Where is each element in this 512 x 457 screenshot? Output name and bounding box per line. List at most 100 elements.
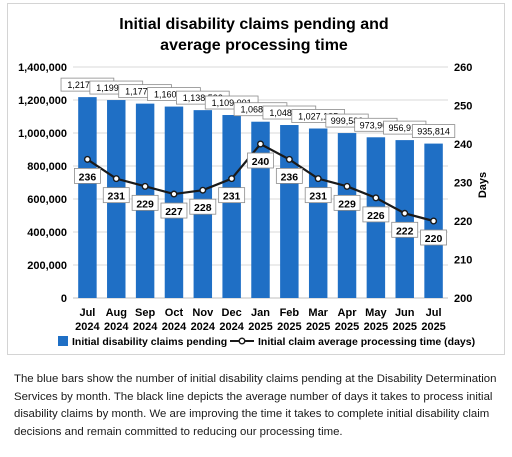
x-tick-label-year: 2025 <box>392 321 416 333</box>
x-tick-label-month: May <box>365 307 387 319</box>
x-tick-label-month: Jul <box>426 307 442 319</box>
line-data-label: 236 <box>79 171 97 183</box>
line-point <box>430 217 438 225</box>
bar <box>308 128 328 298</box>
bar-data-label: 1,027,185 <box>298 112 338 122</box>
bar-data-label: 1,177,974 <box>125 87 165 97</box>
line-data-label: 220 <box>425 233 443 245</box>
x-tick-label-month: Nov <box>192 307 214 319</box>
line-data-label-box <box>74 167 101 184</box>
bar-data-label-box <box>411 124 456 138</box>
bar <box>222 115 241 298</box>
x-tick-label-month: Mar <box>308 307 328 319</box>
line-point <box>285 155 293 163</box>
y-left-tick-label: 800,000 <box>27 161 67 173</box>
line-data-label-box <box>420 229 447 246</box>
x-tick-label-month: Jun <box>395 307 415 319</box>
y-right-tick-label: 220 <box>454 216 472 228</box>
y-right-tick-label: 240 <box>454 139 472 151</box>
line-data-label: 222 <box>396 225 414 237</box>
x-tick-label-month: Oct <box>165 307 184 319</box>
line-data-label-box <box>189 198 217 215</box>
chart-title-line: average processing time <box>160 37 348 54</box>
line-data-label-box <box>275 167 303 184</box>
legend-bar-label: Initial disability claims pending <box>72 336 227 348</box>
x-tick-label-year: 2024 <box>191 321 216 333</box>
bar-data-label: 1,217,444 <box>67 80 107 90</box>
y-left-tick-label: 200,000 <box>27 260 67 272</box>
x-tick-label-year: 2024 <box>219 321 244 333</box>
y-left-tick-label: 1,200,000 <box>18 95 67 107</box>
y-right-tick-label: 210 <box>454 255 472 267</box>
bar-data-label: 1,048,379 <box>269 108 309 118</box>
bar <box>78 97 97 299</box>
line-point <box>170 190 178 198</box>
line-point <box>401 209 409 217</box>
chart: Initial disability claims pending and ave… <box>18 16 489 348</box>
line-data-label: 229 <box>136 198 154 210</box>
x-tick-label-month: Sep <box>135 307 155 319</box>
x-tick-label-year: 2024 <box>75 321 100 333</box>
bar <box>280 125 299 299</box>
x-tick-label-month: Aug <box>106 307 127 319</box>
x-tick-label-month: Feb <box>280 307 300 319</box>
y-left-tick-label: 1,000,000 <box>18 128 67 140</box>
x-tick-label-year: 2025 <box>364 321 388 333</box>
line-point <box>228 175 236 183</box>
bar <box>164 106 184 298</box>
bar-data-label: 935,814 <box>417 127 450 137</box>
line-data-label: 236 <box>281 171 299 183</box>
line-data-label: 229 <box>338 198 356 210</box>
bar-data-label: 1,068,398 <box>240 105 280 115</box>
x-tick-label-year: 2024 <box>104 321 129 333</box>
line-data-label-box <box>362 206 390 223</box>
x-tick-label-month: Dec <box>222 307 242 319</box>
legend-line-marker <box>238 337 246 345</box>
x-tick-label-year: 2024 <box>133 321 158 333</box>
legend-line-label: Initial claim average processing time (d… <box>258 336 475 348</box>
x-tick-label-year: 2024 <box>162 321 187 333</box>
y-left-tick-label: 0 <box>61 293 67 305</box>
bar-data-label: 1,138,532 <box>183 93 223 103</box>
line-data-label: 240 <box>252 156 270 168</box>
y-right-tick-label: 230 <box>454 178 472 190</box>
x-tick-label-year: 2025 <box>248 321 272 333</box>
chart-frame: Initial disability claims pending and ave… <box>7 3 505 355</box>
y-right-tick-label: 250 <box>454 101 472 113</box>
y-left-tick-label: 1,400,000 <box>18 62 67 74</box>
line-point <box>314 175 322 183</box>
line-data-label: 231 <box>309 191 327 203</box>
line-data-label-box <box>218 187 246 204</box>
x-tick-label-year: 2025 <box>277 321 301 333</box>
line-data-label: 231 <box>223 191 241 203</box>
y-left-tick-label: 600,000 <box>27 194 67 206</box>
x-tick-label-month: Apr <box>338 307 358 319</box>
x-tick-label-year: 2025 <box>306 321 330 333</box>
x-tick-label-month: Jan <box>251 307 270 319</box>
x-tick-label-year: 2025 <box>421 321 445 333</box>
bar-data-label: 1,109,001 <box>212 98 252 108</box>
chart-caption: The blue bars show the number of initial… <box>14 373 497 438</box>
bar-data-label: 999,583 <box>331 116 364 126</box>
x-tick-label-month: Jul <box>79 307 95 319</box>
line-point <box>199 186 207 194</box>
line-point <box>112 175 120 183</box>
y-left-tick-label: 400,000 <box>27 227 67 239</box>
line-point <box>343 182 351 190</box>
line-data-label-box <box>333 194 361 211</box>
line-data-label-box <box>131 194 159 211</box>
bar <box>395 140 414 298</box>
bar <box>337 133 357 298</box>
line-data-label: 227 <box>165 206 183 218</box>
bar-data-label: 1,199,676 <box>96 83 136 93</box>
line-data-label-box <box>102 187 130 204</box>
x-tick-label-year: 2025 <box>335 321 359 333</box>
legend-bar-swatch <box>58 336 68 346</box>
line-point <box>83 155 91 163</box>
line-data-label-box <box>391 221 419 238</box>
y-right-axis-label: Days <box>477 172 489 198</box>
bar-data-label: 956,912 <box>388 123 421 133</box>
line-point <box>141 182 149 190</box>
chart-title-line: Initial disability claims pending and <box>119 16 388 33</box>
line-point <box>372 194 380 202</box>
